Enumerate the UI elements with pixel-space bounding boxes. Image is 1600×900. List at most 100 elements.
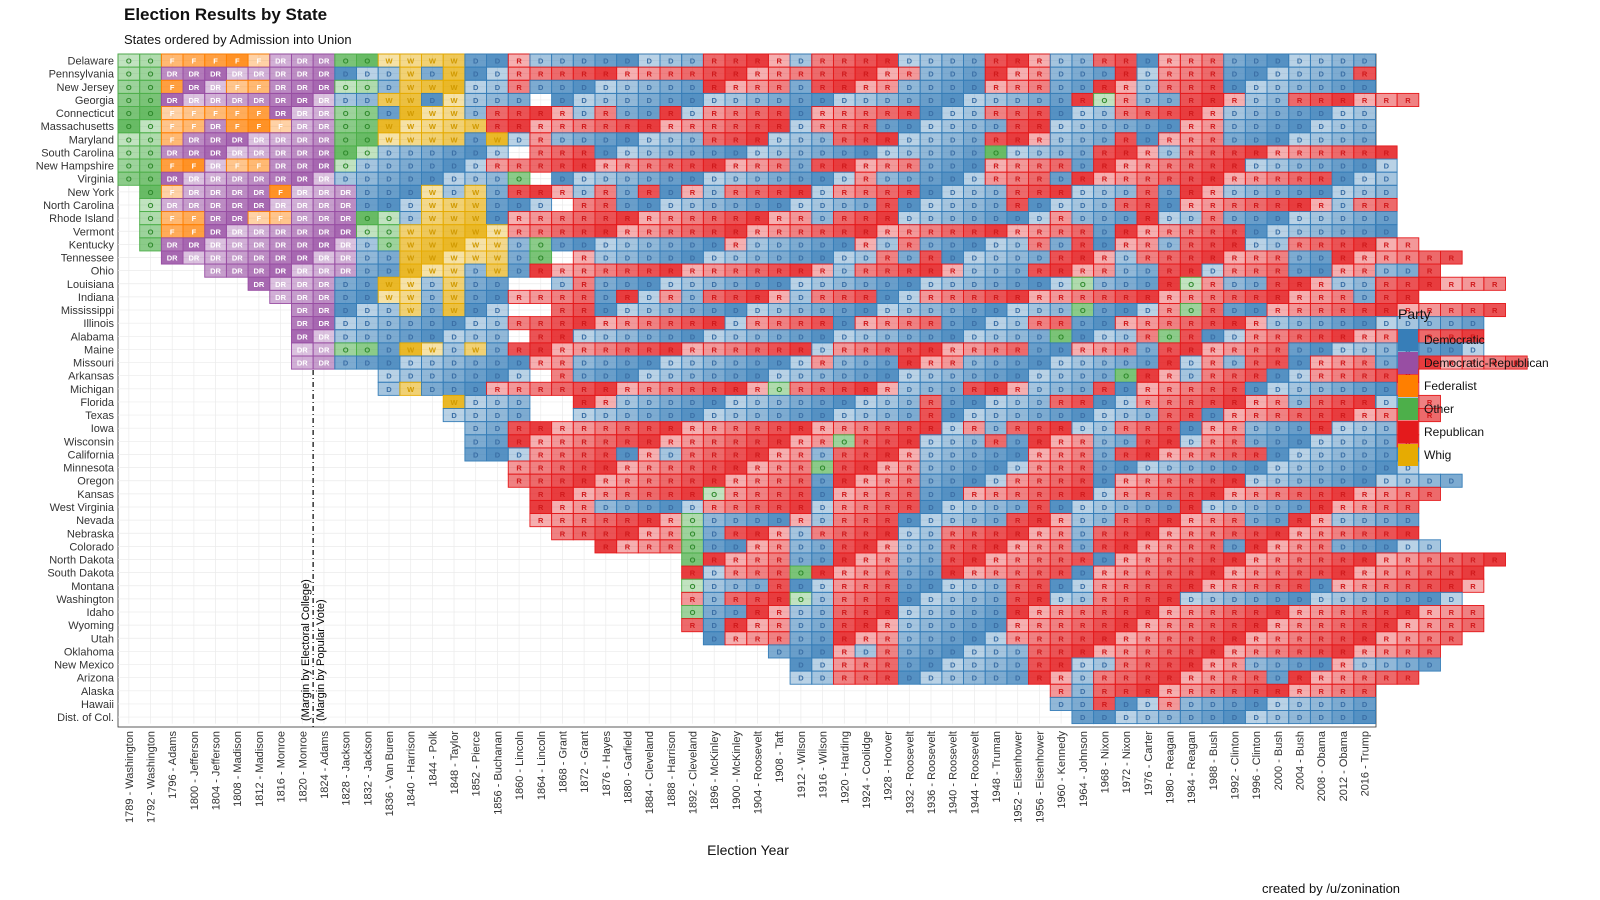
cell-label: R: [885, 674, 891, 683]
cell-label: D: [885, 332, 891, 341]
cell-label: D: [1210, 464, 1216, 473]
cell-label: D: [885, 411, 891, 420]
state-label: Virginia: [78, 174, 115, 186]
cell-label: R: [798, 385, 804, 394]
cell-label: R: [1362, 96, 1368, 105]
cell-label: W: [385, 293, 393, 302]
cell-label: R: [1167, 385, 1173, 394]
cell-label: R: [950, 345, 956, 354]
cell-label: R: [625, 162, 631, 171]
state-label: Washington: [56, 594, 114, 606]
cell-label: D: [1275, 700, 1281, 709]
cell-label: R: [1492, 556, 1498, 565]
cell-label: O: [538, 254, 544, 263]
cell-label: O: [364, 122, 370, 131]
cell-label: R: [733, 70, 739, 79]
cell-label: D: [581, 135, 587, 144]
cell-label: D: [733, 306, 739, 315]
cell-label: R: [950, 529, 956, 538]
cell-label: D: [1362, 188, 1368, 197]
cell-label: R: [1145, 372, 1151, 381]
cell-label: R: [1319, 569, 1325, 578]
cell-label: D: [1362, 516, 1368, 525]
cell-label: R: [1449, 621, 1455, 630]
cell-label: R: [1080, 227, 1086, 236]
cell-label: R: [1167, 109, 1173, 118]
cell-label: D: [972, 634, 978, 643]
cell-label: D: [668, 254, 674, 263]
cell-label: R: [1297, 569, 1303, 578]
cell-label: D: [1167, 464, 1173, 473]
cell-label: D: [1275, 595, 1281, 604]
cell-label: R: [1015, 83, 1021, 92]
cell-label: R: [907, 267, 913, 276]
cell-label: R: [1275, 201, 1281, 210]
state-label: Georgia: [75, 95, 115, 107]
cell-label: D: [755, 306, 761, 315]
cell-label: R: [560, 372, 566, 381]
election-year-label: 1800 - Jefferson: [189, 731, 201, 810]
cell-label: W: [429, 214, 437, 223]
cell-label: R: [1102, 57, 1108, 66]
cell-label: R: [1319, 556, 1325, 565]
cell-label: R: [885, 582, 891, 591]
cell-label: W: [450, 267, 458, 276]
cell-label: D: [1297, 345, 1303, 354]
cell-label: D: [1102, 359, 1108, 368]
cell-label: R: [1427, 582, 1433, 591]
cell-label: D: [1362, 162, 1368, 171]
cell-label: D: [993, 122, 999, 131]
cell-label: D: [755, 372, 761, 381]
cell-label: D: [386, 109, 392, 118]
cell-label: D: [1167, 713, 1173, 722]
cell-label: D: [603, 240, 609, 249]
cell-label: R: [1188, 503, 1194, 512]
cell-label: R: [777, 477, 783, 486]
cell-label: D: [495, 188, 501, 197]
cell-label: R: [733, 621, 739, 630]
cell-label: R: [560, 109, 566, 118]
cell-label: R: [1123, 96, 1129, 105]
cell-label: D: [798, 280, 804, 289]
cell-label: O: [538, 240, 544, 249]
cell-label: D: [1015, 661, 1021, 670]
cell-label: R: [560, 424, 566, 433]
cell-label: O: [343, 162, 349, 171]
cell-label: D: [1037, 306, 1043, 315]
cell-label: R: [1210, 83, 1216, 92]
cell-label: R: [733, 450, 739, 459]
cell-label: D: [386, 175, 392, 184]
cell-label: R: [1449, 556, 1455, 565]
cell-label: D: [928, 240, 934, 249]
cell-label: R: [950, 359, 956, 368]
cell-label: R: [581, 385, 587, 394]
cell-label: R: [1015, 57, 1021, 66]
cell-label: R: [1340, 293, 1346, 302]
cell-label: D: [625, 57, 631, 66]
cell-label: D: [1145, 83, 1151, 92]
cell-label: R: [1297, 634, 1303, 643]
cell-label: R: [1167, 477, 1173, 486]
cell-label: D: [516, 267, 522, 276]
cell-label: R: [842, 109, 848, 118]
cell-label: D: [972, 582, 978, 591]
cell-label: D: [1080, 148, 1086, 157]
cell-label: D: [1232, 464, 1238, 473]
cell-label: R: [1123, 569, 1129, 578]
cell-label: R: [1188, 135, 1194, 144]
cell-label: D: [1080, 332, 1086, 341]
cell-label: R: [1427, 608, 1433, 617]
cell-label: R: [820, 122, 826, 131]
cell-label: R: [1232, 477, 1238, 486]
cell-label: D: [950, 214, 956, 223]
cell-label: R: [668, 345, 674, 354]
cell-label: R: [863, 595, 869, 604]
cell-label: D: [972, 135, 978, 144]
cell-label: D: [972, 332, 978, 341]
cell-label: R: [690, 214, 696, 223]
cell-label: R: [1340, 490, 1346, 499]
cell-label: D: [1102, 214, 1108, 223]
cell-label: R: [1167, 595, 1173, 604]
cell-label: D: [1015, 674, 1021, 683]
cell-label: R: [516, 109, 522, 118]
